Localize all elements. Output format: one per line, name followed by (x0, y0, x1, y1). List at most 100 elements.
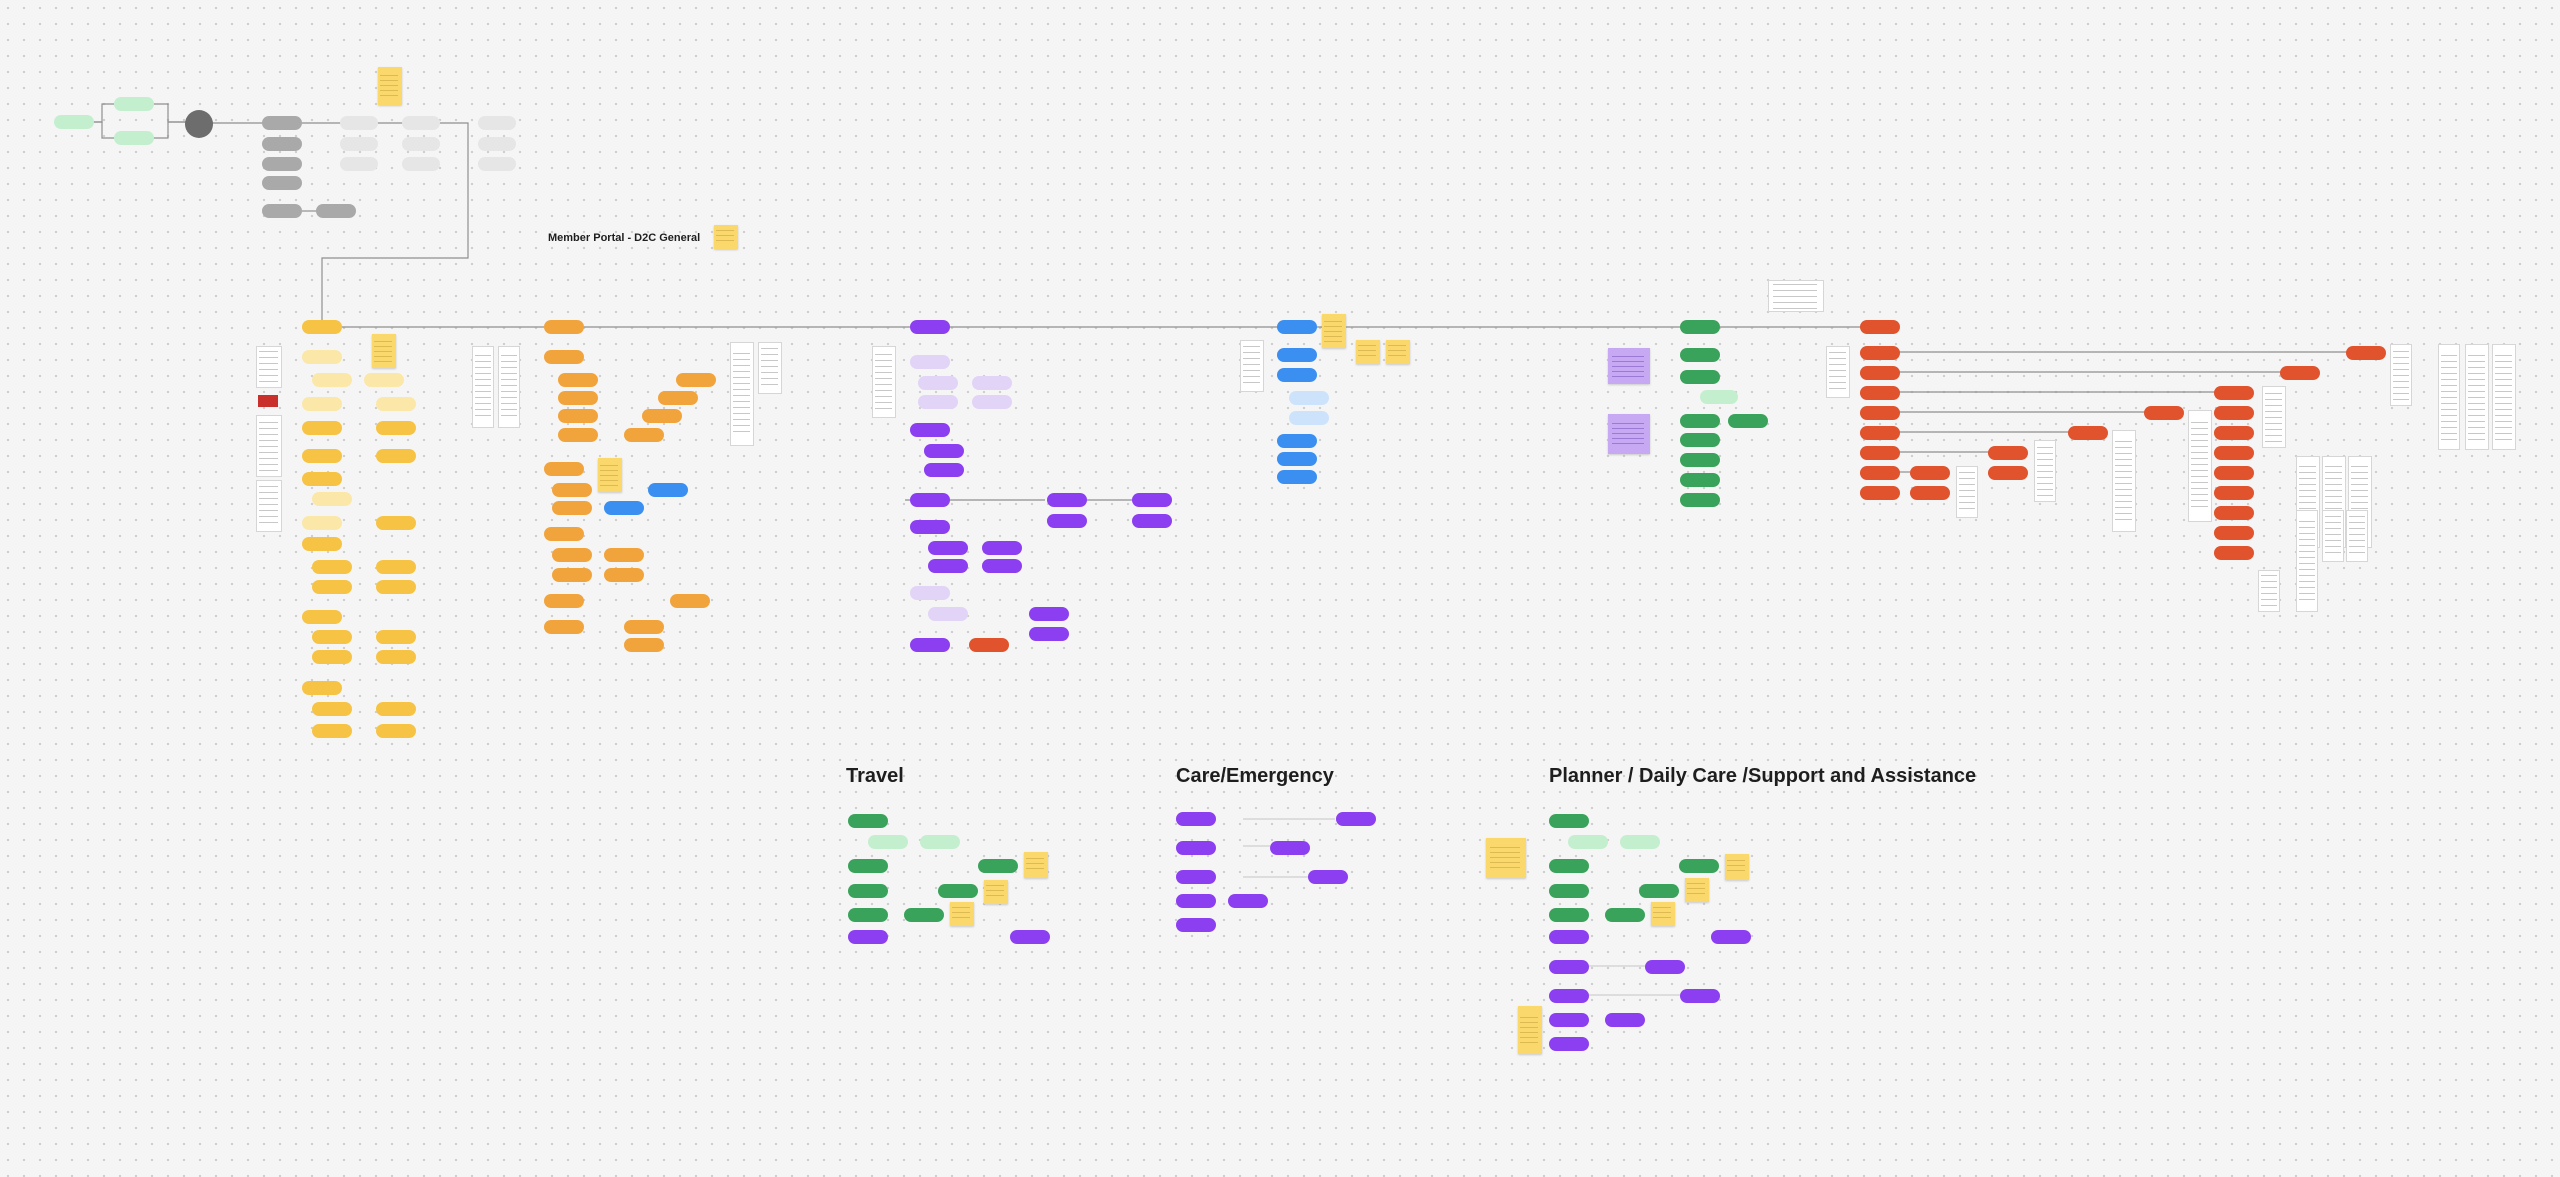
sticky-note[interactable] (1685, 878, 1709, 902)
flow-node[interactable] (848, 908, 888, 922)
flow-node[interactable] (558, 391, 598, 405)
flow-node[interactable] (1549, 1037, 1589, 1051)
flow-node[interactable] (1988, 446, 2028, 460)
sticky-note[interactable] (372, 334, 396, 368)
flow-node[interactable] (604, 568, 644, 582)
flow-node[interactable] (312, 560, 352, 574)
flow-node[interactable] (302, 421, 342, 435)
flow-node[interactable] (1728, 414, 1768, 428)
flow-node[interactable] (402, 157, 440, 171)
flow-node[interactable] (302, 516, 342, 530)
sticky-note[interactable] (1651, 902, 1675, 926)
flow-node[interactable] (1860, 486, 1900, 500)
screen-thumbnail[interactable] (1826, 346, 1850, 398)
flow-node[interactable] (1639, 884, 1679, 898)
flow-node[interactable] (544, 527, 584, 541)
flow-node[interactable] (114, 131, 154, 145)
flow-node[interactable] (312, 373, 352, 387)
flow-node[interactable] (1308, 870, 1348, 884)
flow-node[interactable] (1336, 812, 1376, 826)
flow-node[interactable] (938, 884, 978, 898)
flow-node[interactable] (918, 376, 958, 390)
flow-node[interactable] (376, 421, 416, 435)
flow-node[interactable] (544, 462, 584, 476)
screen-thumbnail[interactable] (758, 342, 782, 394)
flow-node[interactable] (1029, 627, 1069, 641)
flow-node[interactable] (910, 355, 950, 369)
flow-node[interactable] (1860, 446, 1900, 460)
flow-node[interactable] (376, 580, 416, 594)
flow-node[interactable] (2144, 406, 2184, 420)
screen-thumbnail[interactable] (256, 480, 282, 532)
sticky-note[interactable] (950, 902, 974, 926)
sticky-note[interactable] (378, 67, 402, 105)
flow-node[interactable] (1176, 841, 1216, 855)
flow-node[interactable] (1010, 930, 1050, 944)
flow-node[interactable] (910, 586, 950, 600)
screen-thumbnail[interactable] (2112, 430, 2136, 532)
sticky-note[interactable] (1322, 314, 1346, 348)
flow-node[interactable] (910, 638, 950, 652)
sticky-note[interactable] (1608, 348, 1650, 384)
flow-node[interactable] (1176, 812, 1216, 826)
flow-node[interactable] (262, 204, 302, 218)
flow-node[interactable] (1910, 486, 1950, 500)
flow-node[interactable] (376, 702, 416, 716)
sticky-note[interactable] (1356, 340, 1380, 364)
flow-node[interactable] (1605, 908, 1645, 922)
flow-node[interactable] (848, 814, 888, 828)
flow-node[interactable] (376, 724, 416, 738)
flow-node[interactable] (1860, 346, 1900, 360)
flow-node[interactable] (1988, 466, 2028, 480)
flow-node[interactable] (1910, 466, 1950, 480)
flow-node[interactable] (552, 501, 592, 515)
screen-thumbnail[interactable] (2346, 510, 2368, 562)
flow-node[interactable] (1289, 391, 1329, 405)
flow-node[interactable] (558, 409, 598, 423)
flow-node[interactable] (2214, 446, 2254, 460)
flow-node[interactable] (2214, 466, 2254, 480)
flow-node[interactable] (2214, 426, 2254, 440)
flow-node[interactable] (544, 594, 584, 608)
flow-node[interactable] (312, 702, 352, 716)
flow-node[interactable] (604, 548, 644, 562)
flow-node[interactable] (1700, 390, 1738, 404)
flow-node[interactable] (316, 204, 356, 218)
flow-node[interactable] (1549, 859, 1589, 873)
flow-node[interactable] (1549, 908, 1589, 922)
flow-node[interactable] (1680, 320, 1720, 334)
flow-node[interactable] (262, 137, 302, 151)
screen-thumbnail[interactable] (2296, 510, 2318, 612)
flow-node[interactable] (1176, 918, 1216, 932)
flow-node[interactable] (1711, 930, 1751, 944)
flow-node[interactable] (340, 116, 378, 130)
sticky-note[interactable] (1486, 838, 1526, 878)
flow-node[interactable] (2280, 366, 2320, 380)
flow-node[interactable] (544, 350, 584, 364)
flow-node[interactable] (1549, 960, 1589, 974)
flow-node[interactable] (478, 116, 516, 130)
flow-node[interactable] (1277, 348, 1317, 362)
flow-node[interactable] (868, 835, 908, 849)
screen-thumbnail[interactable] (1956, 466, 1978, 518)
flow-node[interactable] (1680, 473, 1720, 487)
screen-thumbnail[interactable] (2262, 386, 2286, 448)
sticky-note[interactable] (598, 458, 622, 492)
flow-node[interactable] (1277, 320, 1317, 334)
flow-node[interactable] (364, 373, 404, 387)
flow-node[interactable] (312, 724, 352, 738)
flow-node[interactable] (910, 520, 950, 534)
flow-node[interactable] (1620, 835, 1660, 849)
flow-node[interactable] (1860, 320, 1900, 334)
flow-node[interactable] (969, 638, 1009, 652)
flow-node[interactable] (1047, 493, 1087, 507)
flow-node[interactable] (2346, 346, 2386, 360)
flow-node[interactable] (402, 116, 440, 130)
flow-node[interactable] (302, 681, 342, 695)
screen-thumbnail[interactable] (1768, 280, 1824, 312)
flow-node[interactable] (1680, 433, 1720, 447)
flow-node[interactable] (1270, 841, 1310, 855)
flow-node[interactable] (302, 350, 342, 364)
flow-node[interactable] (376, 449, 416, 463)
flow-node[interactable] (928, 607, 968, 621)
